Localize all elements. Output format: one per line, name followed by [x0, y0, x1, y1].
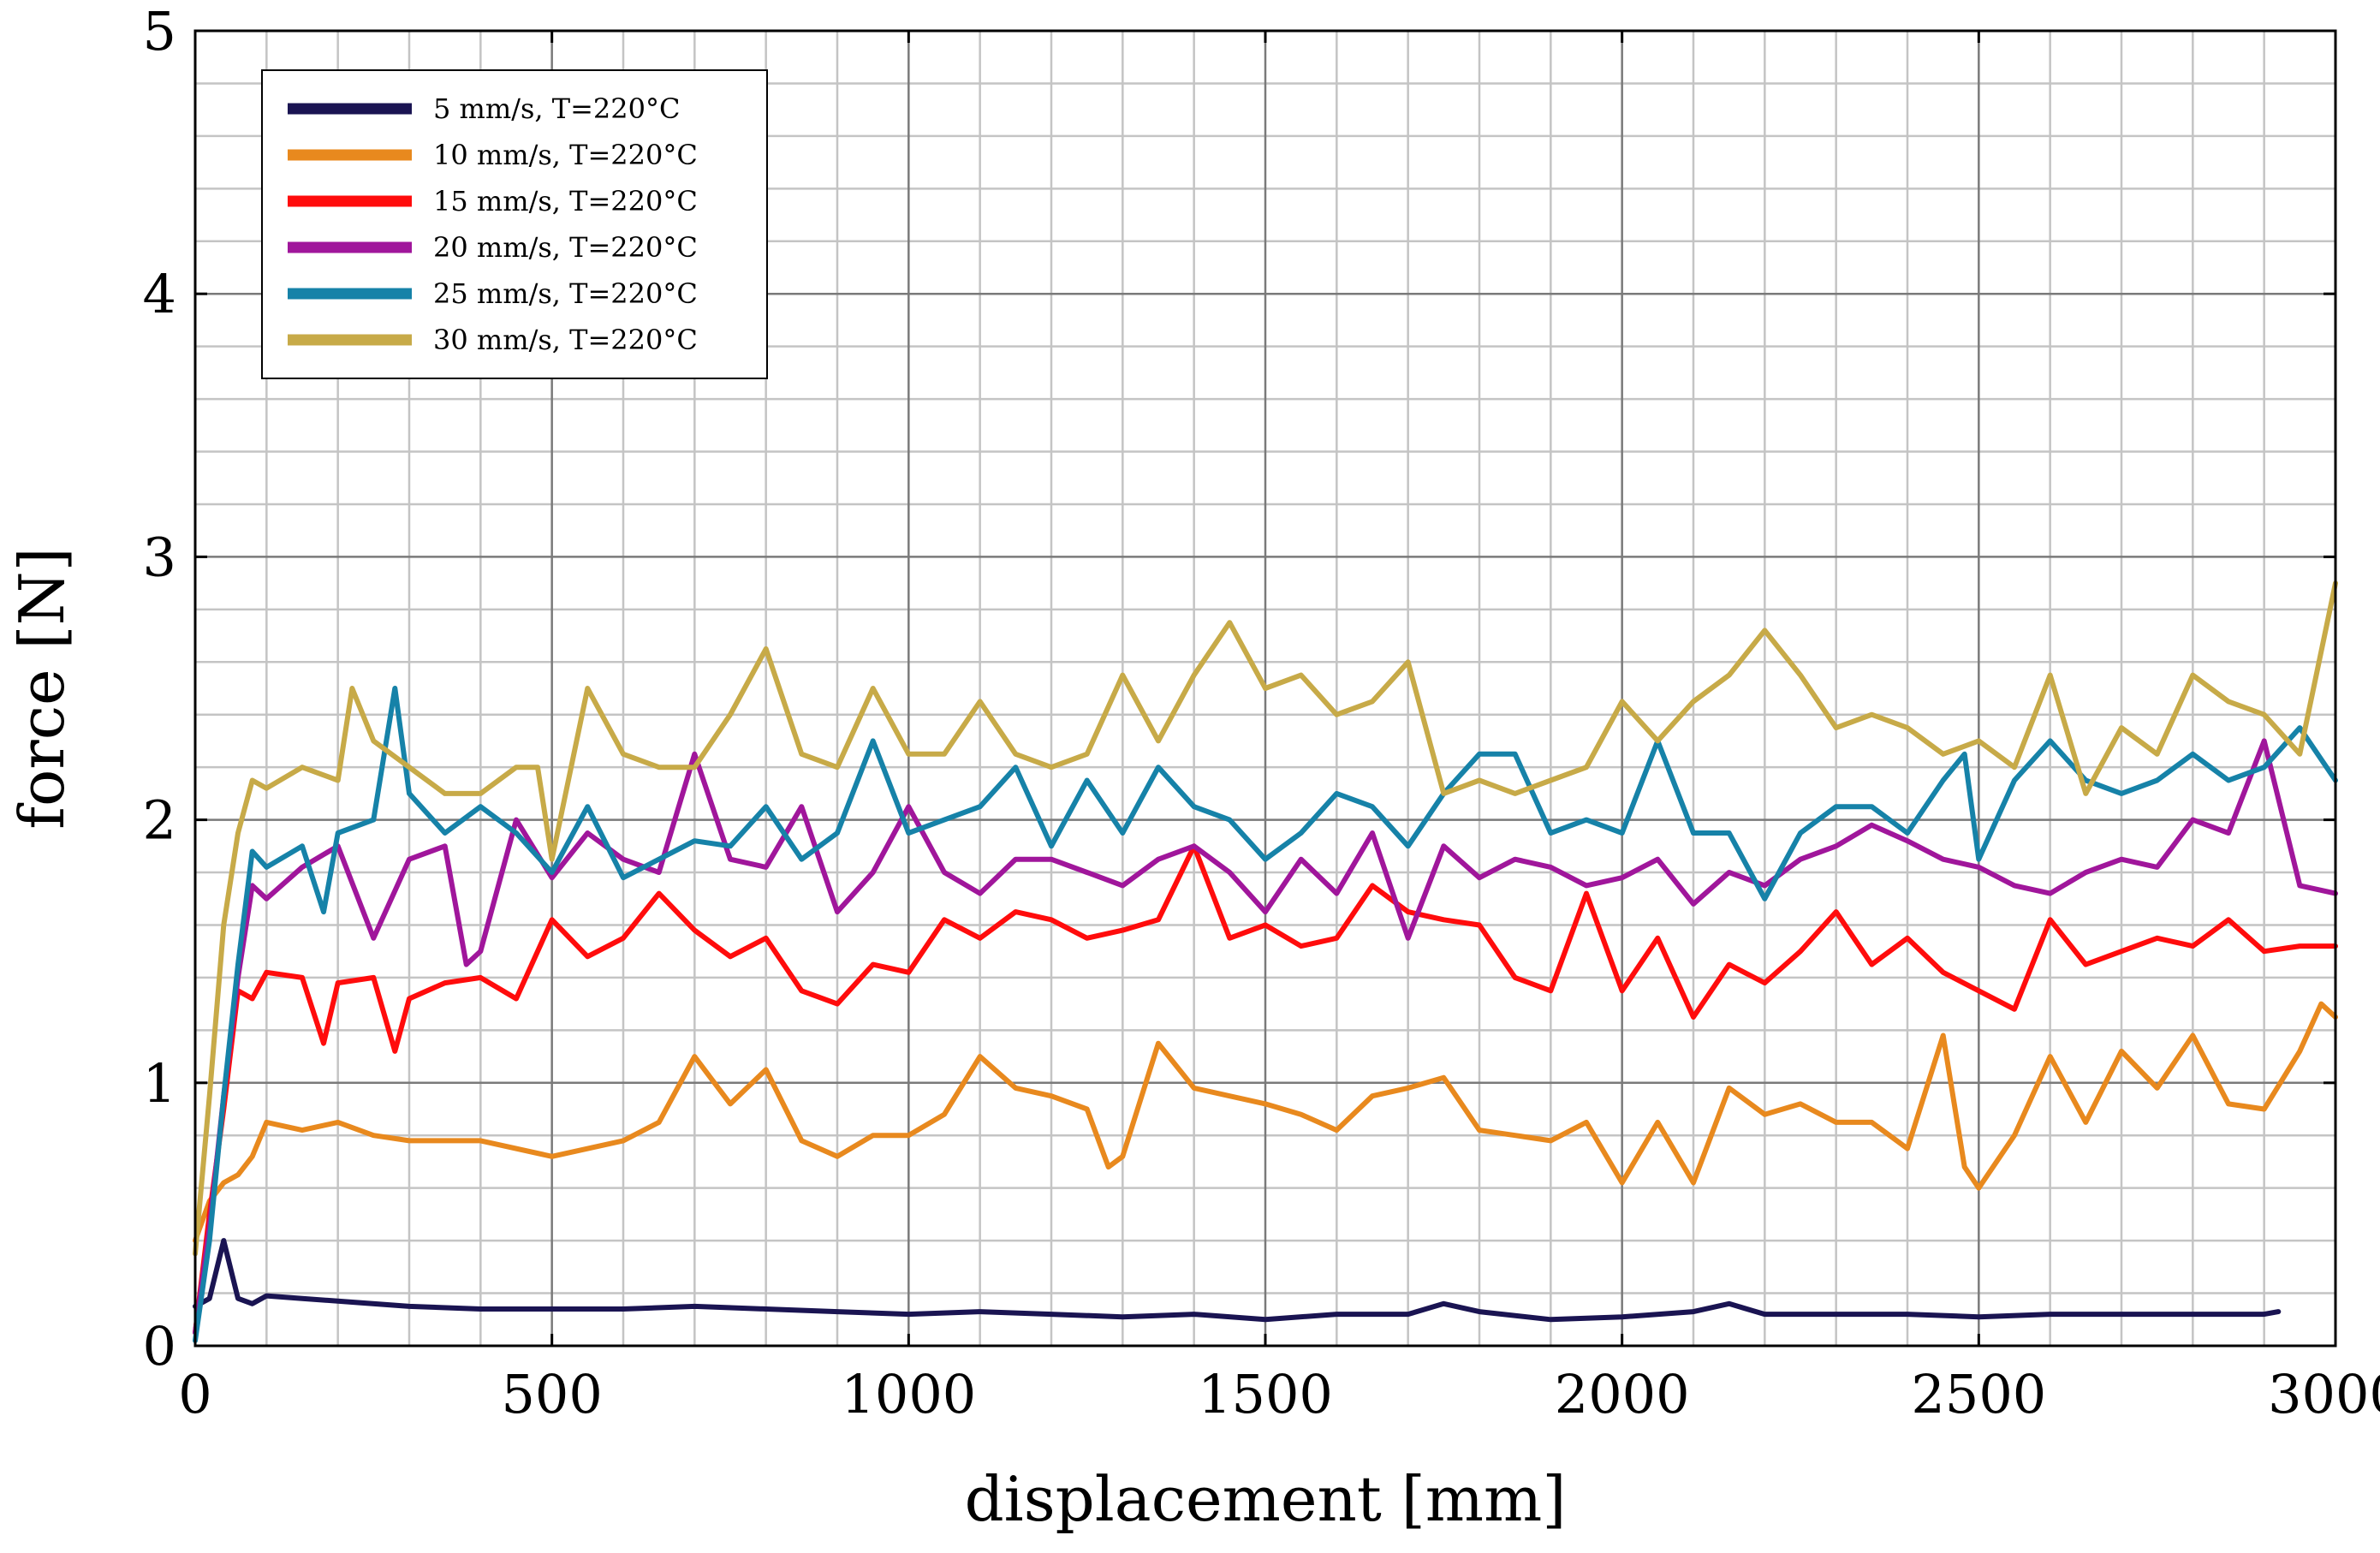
legend-label-4: 20 mm/s, T=220°C — [433, 231, 698, 264]
x-tick-label: 2500 — [1911, 1363, 2046, 1425]
series-line-1 — [193, 1238, 2282, 1323]
series-layer — [193, 580, 2338, 1343]
y-tick-label: 2 — [143, 789, 176, 852]
x-tick-label: 1500 — [1198, 1363, 1333, 1425]
legend: 5 mm/s, T=220°C 10 mm/s, T=220°C 15 mm/s, … — [261, 69, 768, 379]
legend-items: 5 mm/s, T=220°C 10 mm/s, T=220°C 15 mm/s, … — [288, 92, 698, 356]
y-tick-label: 1 — [143, 1052, 176, 1115]
x-tick-label: 500 — [501, 1363, 602, 1425]
legend-label-6: 30 mm/s, T=220°C — [433, 324, 698, 356]
x-tick-label: 1000 — [841, 1363, 976, 1425]
legend-label-5: 25 mm/s, T=220°C — [433, 277, 698, 310]
x-axis-title: displacement [mm] — [965, 1463, 1567, 1535]
y-tick-label: 3 — [143, 526, 176, 588]
legend-label-1: 5 mm/s, T=220°C — [433, 92, 680, 125]
y-tick-labels: 0 1 2 3 4 5 — [143, 0, 176, 1377]
y-tick-label: 4 — [143, 263, 176, 325]
legend-label-3: 15 mm/s, T=220°C — [433, 185, 698, 217]
series-line-6 — [193, 580, 2338, 1257]
x-tick-label: 0 — [178, 1363, 211, 1425]
series-line-5 — [193, 686, 2338, 1343]
y-tick-label: 0 — [143, 1315, 176, 1377]
series-line-3 — [193, 843, 2338, 1336]
ticks-layer — [193, 29, 2337, 1348]
y-axis-title: force [N] — [6, 547, 78, 829]
x-tick-label: 2000 — [1555, 1363, 1690, 1425]
series-line-4 — [193, 738, 2338, 1336]
series-line-2 — [193, 1001, 2338, 1244]
y-tick-label: 5 — [143, 0, 176, 62]
legend-label-2: 10 mm/s, T=220°C — [433, 139, 698, 171]
legend-box — [261, 69, 768, 379]
